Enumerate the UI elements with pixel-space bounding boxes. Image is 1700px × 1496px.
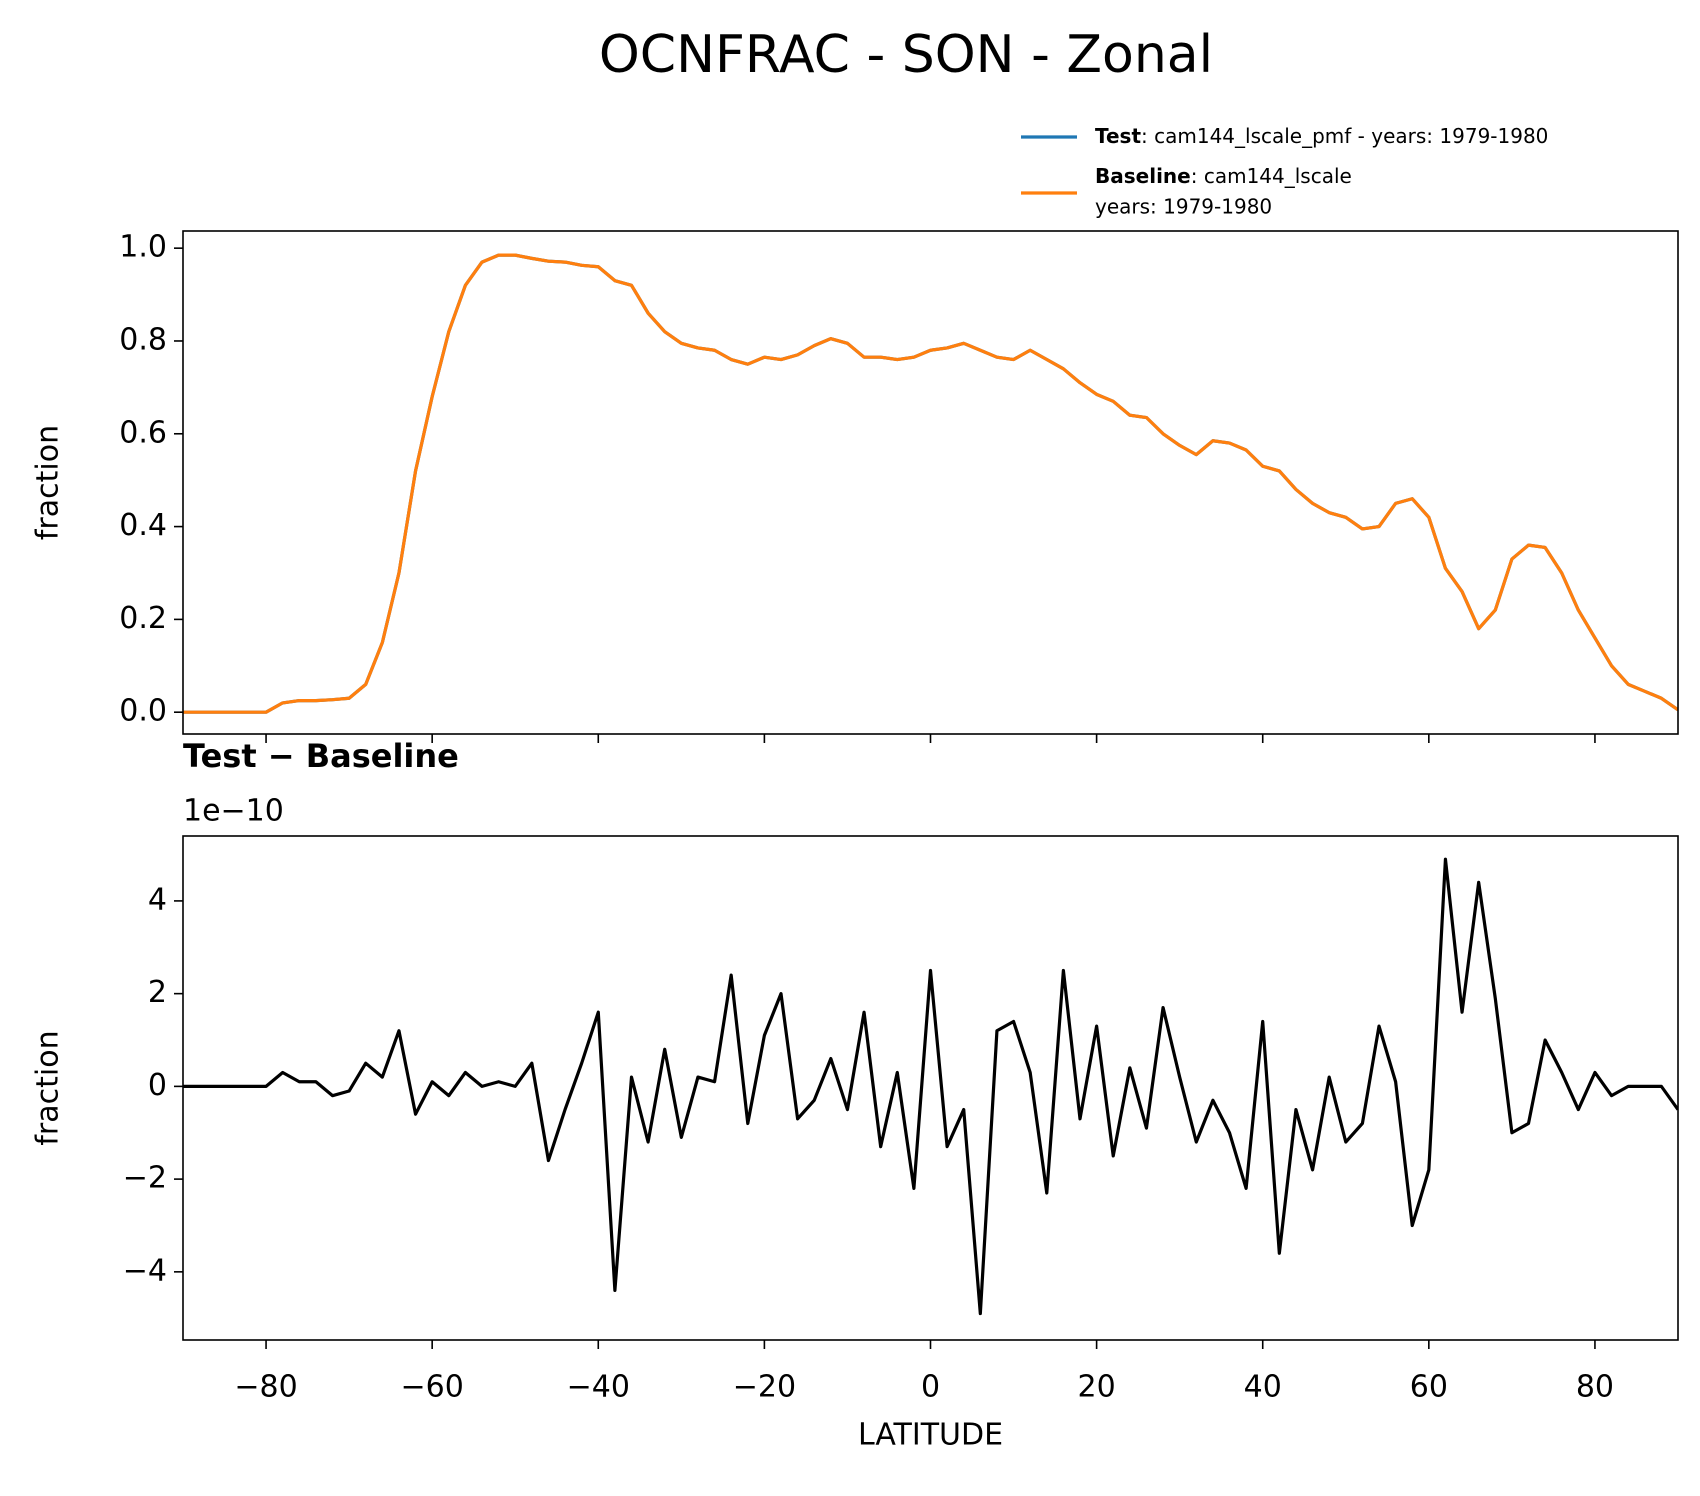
y-tick-label: 0.2: [119, 601, 167, 636]
y-axis-label: fraction: [31, 1030, 66, 1145]
x-tick-label: 20: [1078, 1370, 1116, 1405]
x-tick-label: 80: [1576, 1370, 1614, 1405]
offset-label: 1e−10: [183, 794, 284, 829]
chart-title: OCNFRAC - SON - Zonal: [599, 25, 1213, 85]
series-line: [183, 253, 1678, 714]
y-tick-label: 0.8: [119, 322, 167, 357]
legend-description: : cam144_lscale_pmf - years: 1979-1980: [1141, 124, 1548, 148]
y-axis-label: fraction: [31, 425, 66, 540]
y-tick-label: 0.4: [119, 508, 167, 543]
legend-description: years: 1979-1980: [1095, 195, 1272, 219]
y-tick-label: 1.0: [119, 230, 167, 265]
series-line: [183, 857, 1678, 1316]
x-tick-label: −60: [401, 1370, 464, 1405]
legend-label: Baseline: cam144_lscale: [1095, 164, 1352, 188]
y-tick-label: 2: [148, 975, 167, 1010]
axes-frame: [182, 230, 1679, 735]
y-tick-label: 0.0: [119, 694, 167, 729]
y-tick-label: 4: [148, 882, 167, 917]
x-tick-label: −80: [234, 1370, 297, 1405]
x-tick-label: 40: [1244, 1370, 1282, 1405]
y-tick-label: −4: [123, 1253, 167, 1288]
legend-label: Test: cam144_lscale_pmf - years: 1979-19…: [1095, 124, 1548, 148]
y-tick-label: 0: [148, 1068, 167, 1103]
x-axis-label: LATITUDE: [858, 1418, 1003, 1453]
legend-name: Baseline: [1095, 164, 1191, 188]
y-tick-label: 0.6: [119, 415, 167, 450]
legend-description: : cam144_lscale: [1191, 164, 1352, 188]
legend-name: Test: [1095, 124, 1141, 148]
x-tick-label: −40: [567, 1370, 630, 1405]
axes-frame: [182, 835, 1679, 1341]
x-tick-label: −20: [733, 1370, 796, 1405]
y-tick-label: −2: [123, 1161, 167, 1196]
chart-title: Test − Baseline: [183, 737, 459, 775]
x-tick-label: 0: [921, 1370, 940, 1405]
x-tick-label: 60: [1410, 1370, 1448, 1405]
